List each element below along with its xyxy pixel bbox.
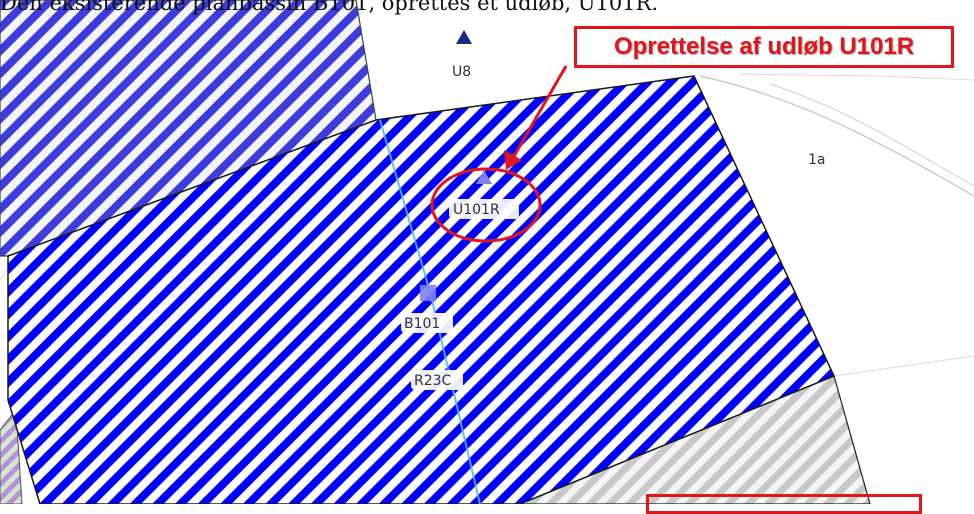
label-b101: B101 (404, 316, 440, 332)
road-line (699, 75, 974, 197)
figure-caption: Den eksisterende planbassin B101, oprett… (0, 0, 659, 15)
label-r23c: R23C (414, 373, 452, 389)
callout-box: Oprettelse af udløb U101R (574, 26, 954, 68)
road-line (769, 83, 974, 187)
annotation-arrow (511, 65, 568, 159)
label-u101r: U101R (453, 202, 500, 218)
parcel-boundary (833, 355, 974, 377)
label-parcel-1a: 1a (808, 152, 826, 168)
outlet-marker-u101r[interactable] (476, 170, 492, 184)
arrow-head (504, 150, 522, 170)
callout-box-secondary (646, 494, 922, 514)
highlight-circle (430, 167, 542, 243)
basin-node-b101[interactable] (420, 285, 436, 301)
parcel-boundary (739, 73, 974, 81)
label-u8: U8 (452, 64, 471, 80)
outlet-marker-u8[interactable] (456, 30, 472, 44)
colored-hatched-area[interactable] (0, 408, 23, 504)
